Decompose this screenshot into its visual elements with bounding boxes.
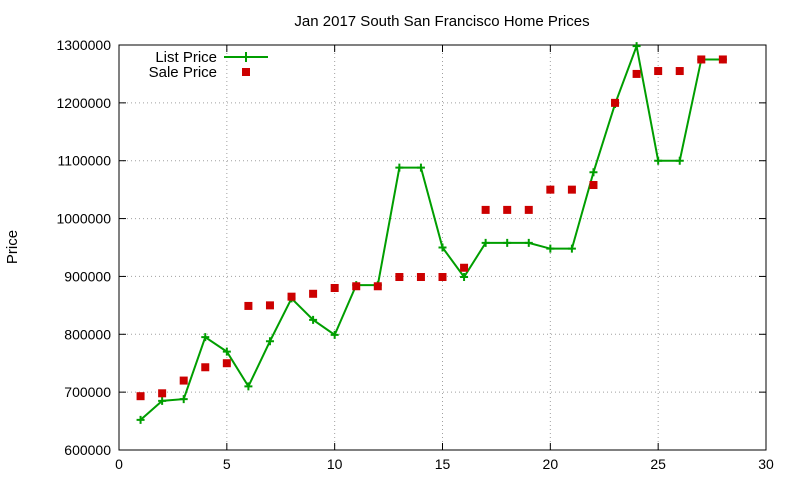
sale-price-point [330, 284, 339, 292]
sale-price-point [352, 282, 361, 291]
series-line-list-price [139, 42, 723, 421]
y-tick-label: 1100000 [58, 153, 112, 169]
sale-price-point [158, 389, 167, 398]
sale-price-point [179, 376, 188, 385]
list-price-point [632, 42, 641, 51]
chart-title: Jan 2017 South San Francisco Home Prices [294, 13, 589, 30]
x-tick-label: 0 [115, 456, 123, 472]
list-price-point [395, 163, 404, 172]
legend-marker-sale-price [242, 68, 250, 76]
sale-price-point [632, 69, 641, 78]
x-tick-label: 25 [650, 456, 666, 472]
y-axis-label: Price [4, 230, 21, 264]
list-price-point [201, 333, 210, 342]
sale-price-point [654, 67, 663, 76]
y-tick-label: 600000 [64, 442, 111, 458]
sale-price-point [309, 289, 318, 298]
sale-price-point [675, 67, 684, 76]
y-tick-label: 1300000 [56, 37, 111, 53]
list-price-point [524, 238, 533, 247]
sale-price-point [697, 55, 706, 64]
legend-label-sale-price: Sale Price [149, 64, 217, 81]
list-price-point [589, 168, 598, 177]
list-price-point [158, 396, 167, 405]
x-tick-label: 30 [758, 456, 774, 472]
list-price-point [309, 315, 318, 324]
list-price-point [481, 238, 490, 247]
sale-price-point [567, 185, 576, 194]
y-tick-label: 1200000 [56, 95, 111, 111]
sale-price-point [373, 282, 382, 291]
sale-price-point [287, 292, 296, 301]
list-price-point [503, 238, 512, 247]
list-price-point [265, 337, 274, 346]
list-price-point [416, 163, 425, 172]
list-price-point [546, 244, 555, 253]
list-price-point [222, 347, 231, 356]
sale-price-point [546, 185, 555, 194]
x-tick-label: 20 [543, 456, 559, 472]
sale-price-point [222, 359, 231, 368]
sale-price-point [265, 301, 274, 310]
sale-price-point [718, 55, 727, 64]
list-price-point [438, 243, 447, 252]
sale-price-point [503, 205, 512, 214]
series [136, 42, 727, 424]
x-tick-label: 5 [223, 456, 231, 472]
y-tick-label: 800000 [64, 326, 111, 342]
sale-price-point [481, 205, 490, 214]
list-price-point [675, 156, 684, 165]
sale-price-point [611, 98, 620, 107]
list-price-point [244, 382, 253, 391]
y-tick-label: 700000 [64, 384, 111, 400]
sale-price-point [395, 273, 404, 282]
axis-ticks: 0 5 10 15 20 25 30 600000 700000 800000 900000 1000… [56, 37, 774, 472]
list-price-point [136, 415, 145, 424]
list-price-point [179, 395, 188, 404]
y-tick-label: 900000 [64, 268, 111, 284]
sale-price-point [416, 273, 425, 282]
list-price-point [567, 244, 576, 253]
sale-price-point [201, 363, 210, 372]
sale-price-point [524, 205, 533, 214]
list-price-point [654, 156, 663, 165]
y-tick-label: 1000000 [56, 211, 111, 227]
legend: List Price Sale Price [149, 49, 268, 81]
legend-marker-list-price [241, 52, 251, 62]
x-tick-label: 15 [435, 456, 451, 472]
sale-price-point [589, 181, 598, 190]
list-price-point [330, 330, 339, 339]
x-tick-label: 10 [327, 456, 343, 472]
list-price-point [460, 273, 469, 282]
sale-price-point [438, 273, 447, 282]
sale-price-point [136, 392, 145, 401]
sale-price-point [460, 263, 469, 272]
sale-price-point [244, 301, 253, 310]
legend-label-list-price: List Price [155, 49, 217, 66]
